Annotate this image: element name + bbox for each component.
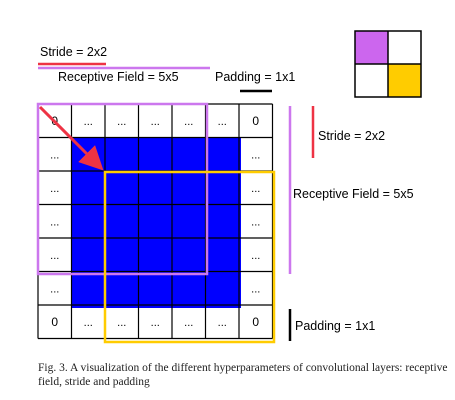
padding-label-top: Padding = 1x1	[215, 70, 295, 84]
grid-cell-label: 0	[252, 315, 259, 329]
stride-label-top: Stride = 2x2	[40, 45, 107, 59]
padding-label-right: Padding = 1x1	[295, 319, 375, 333]
receptive-label-right: Receptive Field = 5x5	[293, 187, 414, 201]
grid-cell-label: ...	[50, 250, 59, 262]
grid-cell-label: ...	[251, 183, 260, 195]
grid-cell-label: ...	[184, 317, 193, 329]
receptive-label-top: Receptive Field = 5x5	[58, 70, 179, 84]
grid-cell-label: ...	[84, 116, 93, 128]
receptive-field-window-1	[36, 102, 209, 276]
grid-cell-label: ...	[50, 283, 59, 295]
legend-grid	[354, 30, 422, 98]
stride-arrow	[38, 105, 104, 171]
grid-cell-label: ...	[251, 149, 260, 161]
legend-cell-first	[355, 31, 388, 64]
grid-labels: 0............... 0.......................…	[50, 114, 260, 329]
grid-cell-label: 0	[51, 315, 58, 329]
grid-cell-label: ...	[117, 317, 126, 329]
legend-cell-second	[388, 64, 421, 97]
grid-cell-label: ...	[117, 116, 126, 128]
grid-cell-label: 0	[252, 114, 259, 128]
grid-cell-label: ...	[151, 317, 160, 329]
grid-cell-label: ...	[151, 116, 160, 128]
grid-cell-label: ...	[184, 116, 193, 128]
grid-cell-label: ...	[251, 250, 260, 262]
grid-cell-label: ...	[251, 216, 260, 228]
inner-input-region	[71, 138, 241, 308]
grid-cell-label: ...	[218, 317, 227, 329]
grid-cell-label: ...	[84, 317, 93, 329]
grid-cell-label: ...	[218, 116, 227, 128]
stride-label-right: Stride = 2x2	[318, 129, 385, 143]
grid-cell-label: ...	[251, 283, 260, 295]
receptive-field-window-2	[103, 170, 276, 344]
figure-caption: Fig. 3. A visualization of the different…	[38, 362, 448, 388]
grid-cell-label: ...	[50, 216, 59, 228]
grid-cell-label: ...	[50, 183, 59, 195]
grid-cell-label: ...	[50, 149, 59, 161]
